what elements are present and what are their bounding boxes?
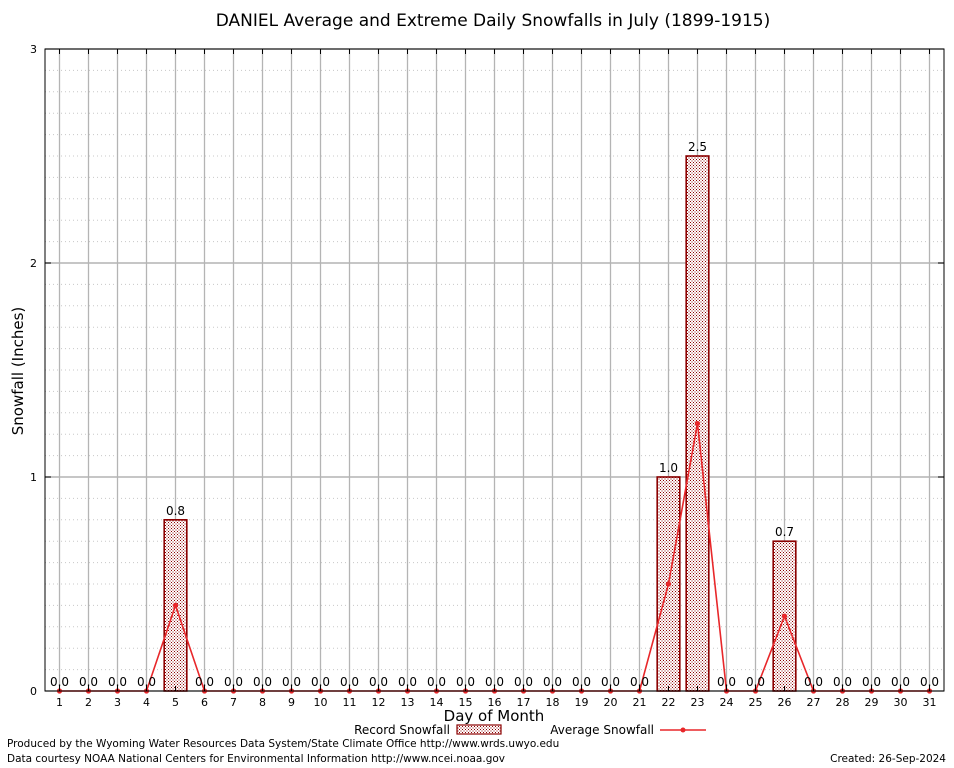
bar-value-label: 0.0	[514, 675, 533, 689]
x-tick-label: 20	[604, 696, 618, 709]
x-tick-label: 6	[201, 696, 208, 709]
bar-value-label: 0.0	[456, 675, 475, 689]
bar-value-label: 0.0	[311, 675, 330, 689]
footer-created: Created: 26-Sep-2024	[830, 753, 946, 765]
bar-value-label: 0.0	[50, 675, 69, 689]
x-tick-label: 18	[546, 696, 560, 709]
x-tick-label: 13	[401, 696, 415, 709]
average-point	[694, 420, 701, 427]
bar-value-label: 1.0	[659, 461, 678, 475]
x-tick-label: 16	[488, 696, 502, 709]
bar-value-label: 0.0	[253, 675, 272, 689]
value-labels: 0.0 0.0 0.0 0.0 0.8 0.0 0.0 0.0 0.0 0.0 0.0 0.0 0.0 0…	[50, 140, 939, 689]
x-tick-label: 15	[459, 696, 473, 709]
x-tick-label: 27	[807, 696, 821, 709]
x-tick-label: 2	[85, 696, 92, 709]
x-tick-label: 17	[517, 696, 531, 709]
record-bars	[163, 155, 797, 692]
bar-value-label: 0.0	[717, 675, 736, 689]
plot-frame	[44, 48, 945, 692]
x-tick-label: 30	[894, 696, 908, 709]
bar-value-label: 0.0	[630, 675, 649, 689]
grid	[45, 48, 944, 692]
bar-value-label: 0.0	[369, 675, 388, 689]
x-tick-label: 31	[923, 696, 937, 709]
bar-value-label: 0.0	[340, 675, 359, 689]
x-tick-label: 14	[430, 696, 444, 709]
x-tick-label: 28	[836, 696, 850, 709]
average-point	[172, 602, 179, 609]
x-tick-label: 24	[720, 696, 734, 709]
bar-value-label: 0.0	[920, 675, 939, 689]
x-tick-label: 29	[865, 696, 879, 709]
x-tick-label: 8	[259, 696, 266, 709]
average-point	[665, 581, 672, 587]
bar-value-label: 0.0	[427, 675, 446, 689]
chart-title: DANIEL Average and Extreme Daily Snowfal…	[216, 11, 771, 31]
legend-average-marker	[680, 727, 686, 733]
y-tick-label: 0	[30, 685, 37, 698]
bar-value-label: 0.0	[804, 675, 823, 689]
bar-value-label: 0.0	[108, 675, 127, 689]
bar-value-label: 0.0	[833, 675, 852, 689]
y-tick-label: 1	[30, 471, 37, 484]
x-tick-label: 3	[114, 696, 121, 709]
bar-value-label: 0.0	[485, 675, 504, 689]
x-tick-label: 12	[372, 696, 386, 709]
x-tick-label: 10	[314, 696, 328, 709]
x-axis-title: Day of Month	[444, 707, 545, 725]
bar-value-label: 0.8	[166, 504, 185, 518]
x-tick-label: 19	[575, 696, 589, 709]
y-axis-title: Snowfall (Inches)	[9, 307, 27, 435]
bar-value-label: 0.0	[746, 675, 765, 689]
legend-record-swatch	[456, 724, 502, 735]
bar-value-label: 0.0	[195, 675, 214, 689]
x-tick-label: 23	[691, 696, 705, 709]
y-tick-label: 3	[30, 43, 37, 56]
legend-record-label: Record Snowfall	[354, 723, 450, 737]
legend: Record Snowfall Average Snowfall	[354, 723, 706, 737]
x-tick-label: 25	[749, 696, 763, 709]
bar-value-label: 0.0	[282, 675, 301, 689]
bar-value-label: 0.0	[891, 675, 910, 689]
y-tick-label: 2	[30, 257, 37, 270]
x-tick-label: 1	[56, 696, 63, 709]
x-tick-label: 5	[172, 696, 179, 709]
x-tick-label: 21	[633, 696, 647, 709]
legend-average-label: Average Snowfall	[550, 723, 654, 737]
x-tick-label: 11	[343, 696, 357, 709]
bar-value-label: 0.0	[224, 675, 243, 689]
bar-value-label: 0.7	[775, 525, 794, 539]
footer-produced-by: Produced by the Wyoming Water Resources …	[7, 738, 560, 750]
bar-value-label: 0.0	[543, 675, 562, 689]
bar-value-label: 0.0	[572, 675, 591, 689]
x-tick-label: 7	[230, 696, 237, 709]
bar-value-label: 0.0	[862, 675, 881, 689]
x-tick-label: 26	[778, 696, 792, 709]
bar-value-label: 0.0	[137, 675, 156, 689]
bar-value-label: 0.0	[601, 675, 620, 689]
average-point	[781, 613, 788, 619]
bar-value-label: 0.0	[398, 675, 417, 689]
x-tick-label: 22	[662, 696, 676, 709]
x-tick-label: 9	[288, 696, 295, 709]
footer-data-courtesy: Data courtesy NOAA National Centers for …	[7, 753, 506, 765]
bar-value-label: 2.5	[688, 140, 707, 154]
x-tick-label: 4	[143, 696, 150, 709]
bar-value-label: 0.0	[79, 675, 98, 689]
